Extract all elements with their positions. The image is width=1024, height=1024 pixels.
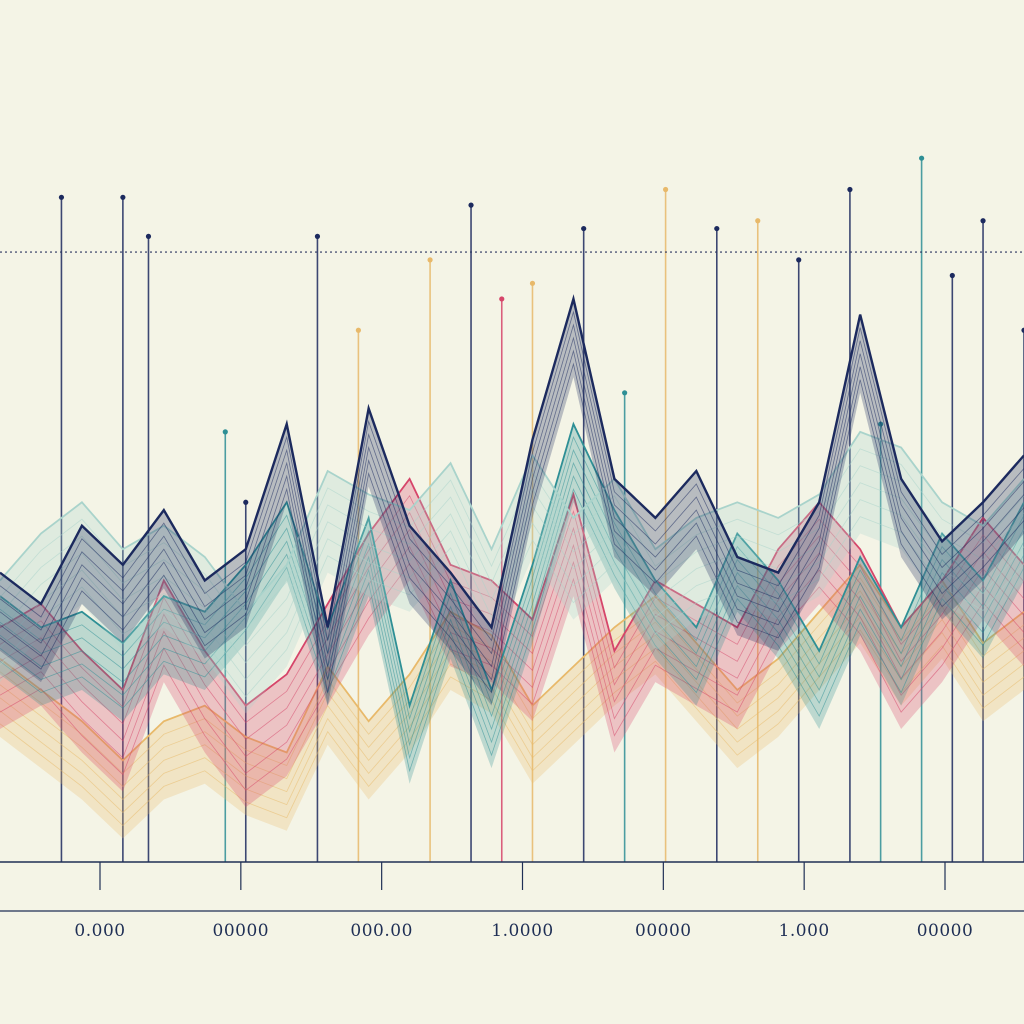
spike-dot-22 <box>1021 327 1024 333</box>
spike-dot-19 <box>919 155 925 161</box>
spike-dot-15 <box>755 218 761 224</box>
series-line-3 <box>0 430 1024 614</box>
x-tick-label-4: 00000 <box>635 921 692 941</box>
series-layer <box>0 294 1024 839</box>
spike-dot-0 <box>58 194 65 200</box>
series-contour-3-3 <box>0 482 1024 664</box>
axis-layer <box>0 251 1024 912</box>
series-area-0 <box>0 564 1024 839</box>
series-line-4 <box>0 294 1024 631</box>
spike-dot-6 <box>314 233 321 239</box>
spike-dot-11 <box>581 225 587 232</box>
series-contour-1-5 <box>0 562 1024 791</box>
spike-dot-4 <box>243 499 249 505</box>
spike-dot-3 <box>222 429 228 435</box>
series-contour-4-5 <box>0 362 1024 694</box>
series-contour-2-3 <box>0 462 1024 747</box>
x-tick-label-0: 0.000 <box>74 921 125 941</box>
series-contour-4-3 <box>0 336 1024 668</box>
x-tick-label-6: 00000 <box>917 921 974 941</box>
spike-dot-7 <box>427 257 433 263</box>
spike-dot-2 <box>145 233 152 239</box>
spike-dot-20 <box>949 272 955 279</box>
series-contour-2-2 <box>0 449 1024 734</box>
series-contour-4-1 <box>0 310 1024 642</box>
series-contour-1-1 <box>0 494 1024 724</box>
spike-dot-14 <box>714 225 720 232</box>
x-tick-label-1: 00000 <box>213 921 270 941</box>
series-contour-1-2 <box>0 511 1024 741</box>
spike-dot-9 <box>499 296 505 302</box>
series-contour-1-4 <box>0 545 1024 774</box>
series-contour-2-1 <box>0 435 1024 721</box>
series-area-4 <box>0 298 1024 706</box>
series-contour-1-3 <box>0 528 1024 757</box>
spike-dot-1 <box>120 194 126 200</box>
series-contour-2-4 <box>0 475 1024 760</box>
spike-dot-17 <box>847 186 853 193</box>
series-contour-2-5 <box>0 488 1024 773</box>
spike-dot-12 <box>622 390 628 396</box>
x-tick-label-2: 000.00 <box>350 921 412 941</box>
spike-dot-5 <box>355 327 361 333</box>
x-tick-label-5: 1.000 <box>779 921 830 941</box>
spike-dot-16 <box>796 257 802 263</box>
series-contour-3-4 <box>0 499 1024 681</box>
series-contour-4-2 <box>0 323 1024 655</box>
x-tick-label-3: 1.0000 <box>491 921 553 941</box>
series-contour-4-4 <box>0 349 1024 681</box>
tick-layer: 0.000 00000 000.00 1.0000 00000 1.000 00000 <box>74 862 973 941</box>
spike-dot-8 <box>468 202 474 208</box>
spike-dot-21 <box>980 218 986 224</box>
spike-dot-13 <box>663 186 669 193</box>
spike-dot-10 <box>529 280 536 286</box>
series-area-1 <box>0 478 1024 808</box>
